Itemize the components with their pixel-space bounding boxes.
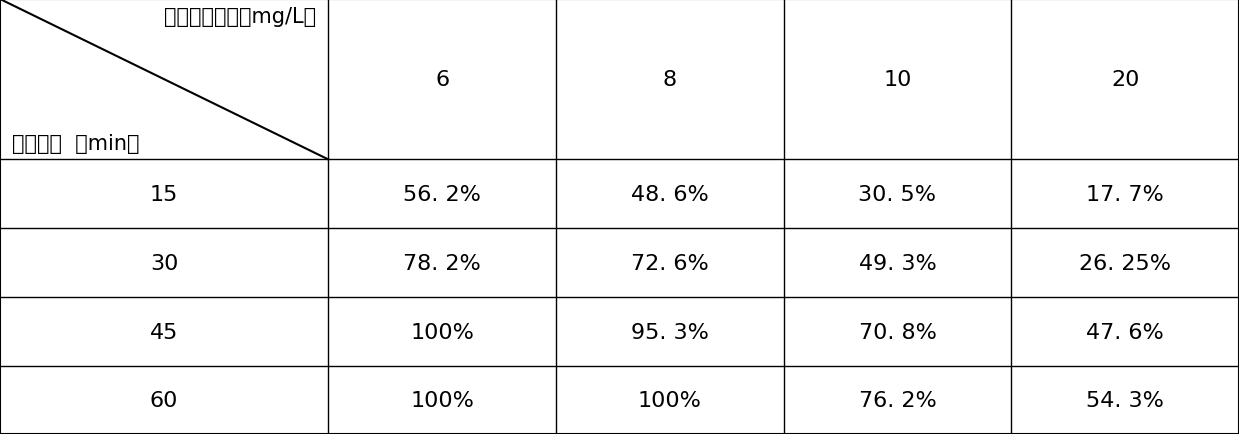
Text: 70. 8%: 70. 8% [859, 322, 937, 342]
Text: 17. 7%: 17. 7% [1087, 184, 1163, 204]
Text: 26. 25%: 26. 25% [1079, 253, 1171, 273]
Text: 54. 3%: 54. 3% [1087, 390, 1165, 410]
Text: 72. 6%: 72. 6% [631, 253, 709, 273]
Text: 49. 3%: 49. 3% [859, 253, 937, 273]
Text: 76. 2%: 76. 2% [859, 390, 937, 410]
Text: 100%: 100% [410, 322, 475, 342]
Text: 甲醛初始浓度（mg/L）: 甲醛初始浓度（mg/L） [164, 7, 316, 26]
Text: 100%: 100% [410, 390, 475, 410]
Text: 60: 60 [150, 390, 178, 410]
Text: 48. 6%: 48. 6% [631, 184, 709, 204]
Text: 100%: 100% [638, 390, 701, 410]
Text: 47. 6%: 47. 6% [1087, 322, 1163, 342]
Text: 56. 2%: 56. 2% [403, 184, 481, 204]
Text: 20: 20 [1111, 70, 1140, 90]
Text: 45: 45 [150, 322, 178, 342]
Text: 78. 2%: 78. 2% [403, 253, 481, 273]
Text: 30. 5%: 30. 5% [859, 184, 937, 204]
Text: 8: 8 [663, 70, 676, 90]
Text: 照射时间  （min）: 照射时间 （min） [12, 134, 140, 154]
Text: 6: 6 [435, 70, 450, 90]
Text: 15: 15 [150, 184, 178, 204]
Text: 10: 10 [883, 70, 912, 90]
Text: 95. 3%: 95. 3% [631, 322, 709, 342]
Text: 30: 30 [150, 253, 178, 273]
